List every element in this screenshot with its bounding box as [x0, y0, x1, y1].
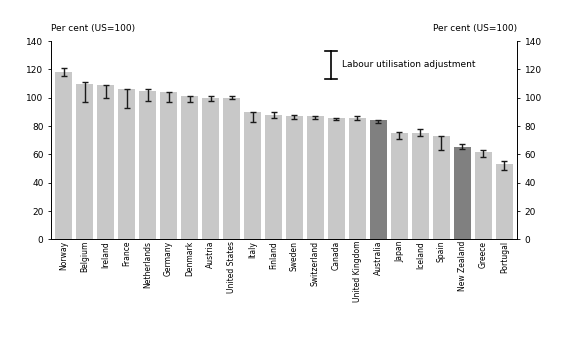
Bar	[76, 83, 93, 239]
Bar	[55, 72, 72, 239]
Bar	[160, 92, 177, 239]
Bar	[475, 152, 492, 239]
Bar	[139, 91, 156, 239]
Bar	[181, 96, 198, 239]
Bar	[265, 115, 282, 239]
Bar	[433, 136, 450, 239]
Text: Per cent (US=100): Per cent (US=100)	[433, 24, 517, 33]
Bar	[202, 98, 219, 239]
Bar	[370, 120, 387, 239]
Bar	[328, 118, 345, 239]
Bar	[118, 89, 135, 239]
Bar	[412, 133, 429, 239]
Bar	[307, 116, 324, 239]
Bar	[454, 147, 471, 239]
Bar	[244, 112, 261, 239]
Bar	[223, 98, 240, 239]
Bar	[496, 164, 513, 239]
Bar	[349, 118, 366, 239]
Bar	[391, 133, 408, 239]
Text: Labour utilisation adjustment: Labour utilisation adjustment	[342, 60, 476, 69]
Bar	[286, 116, 303, 239]
Bar	[97, 85, 114, 239]
Text: Per cent (US=100): Per cent (US=100)	[51, 24, 135, 33]
